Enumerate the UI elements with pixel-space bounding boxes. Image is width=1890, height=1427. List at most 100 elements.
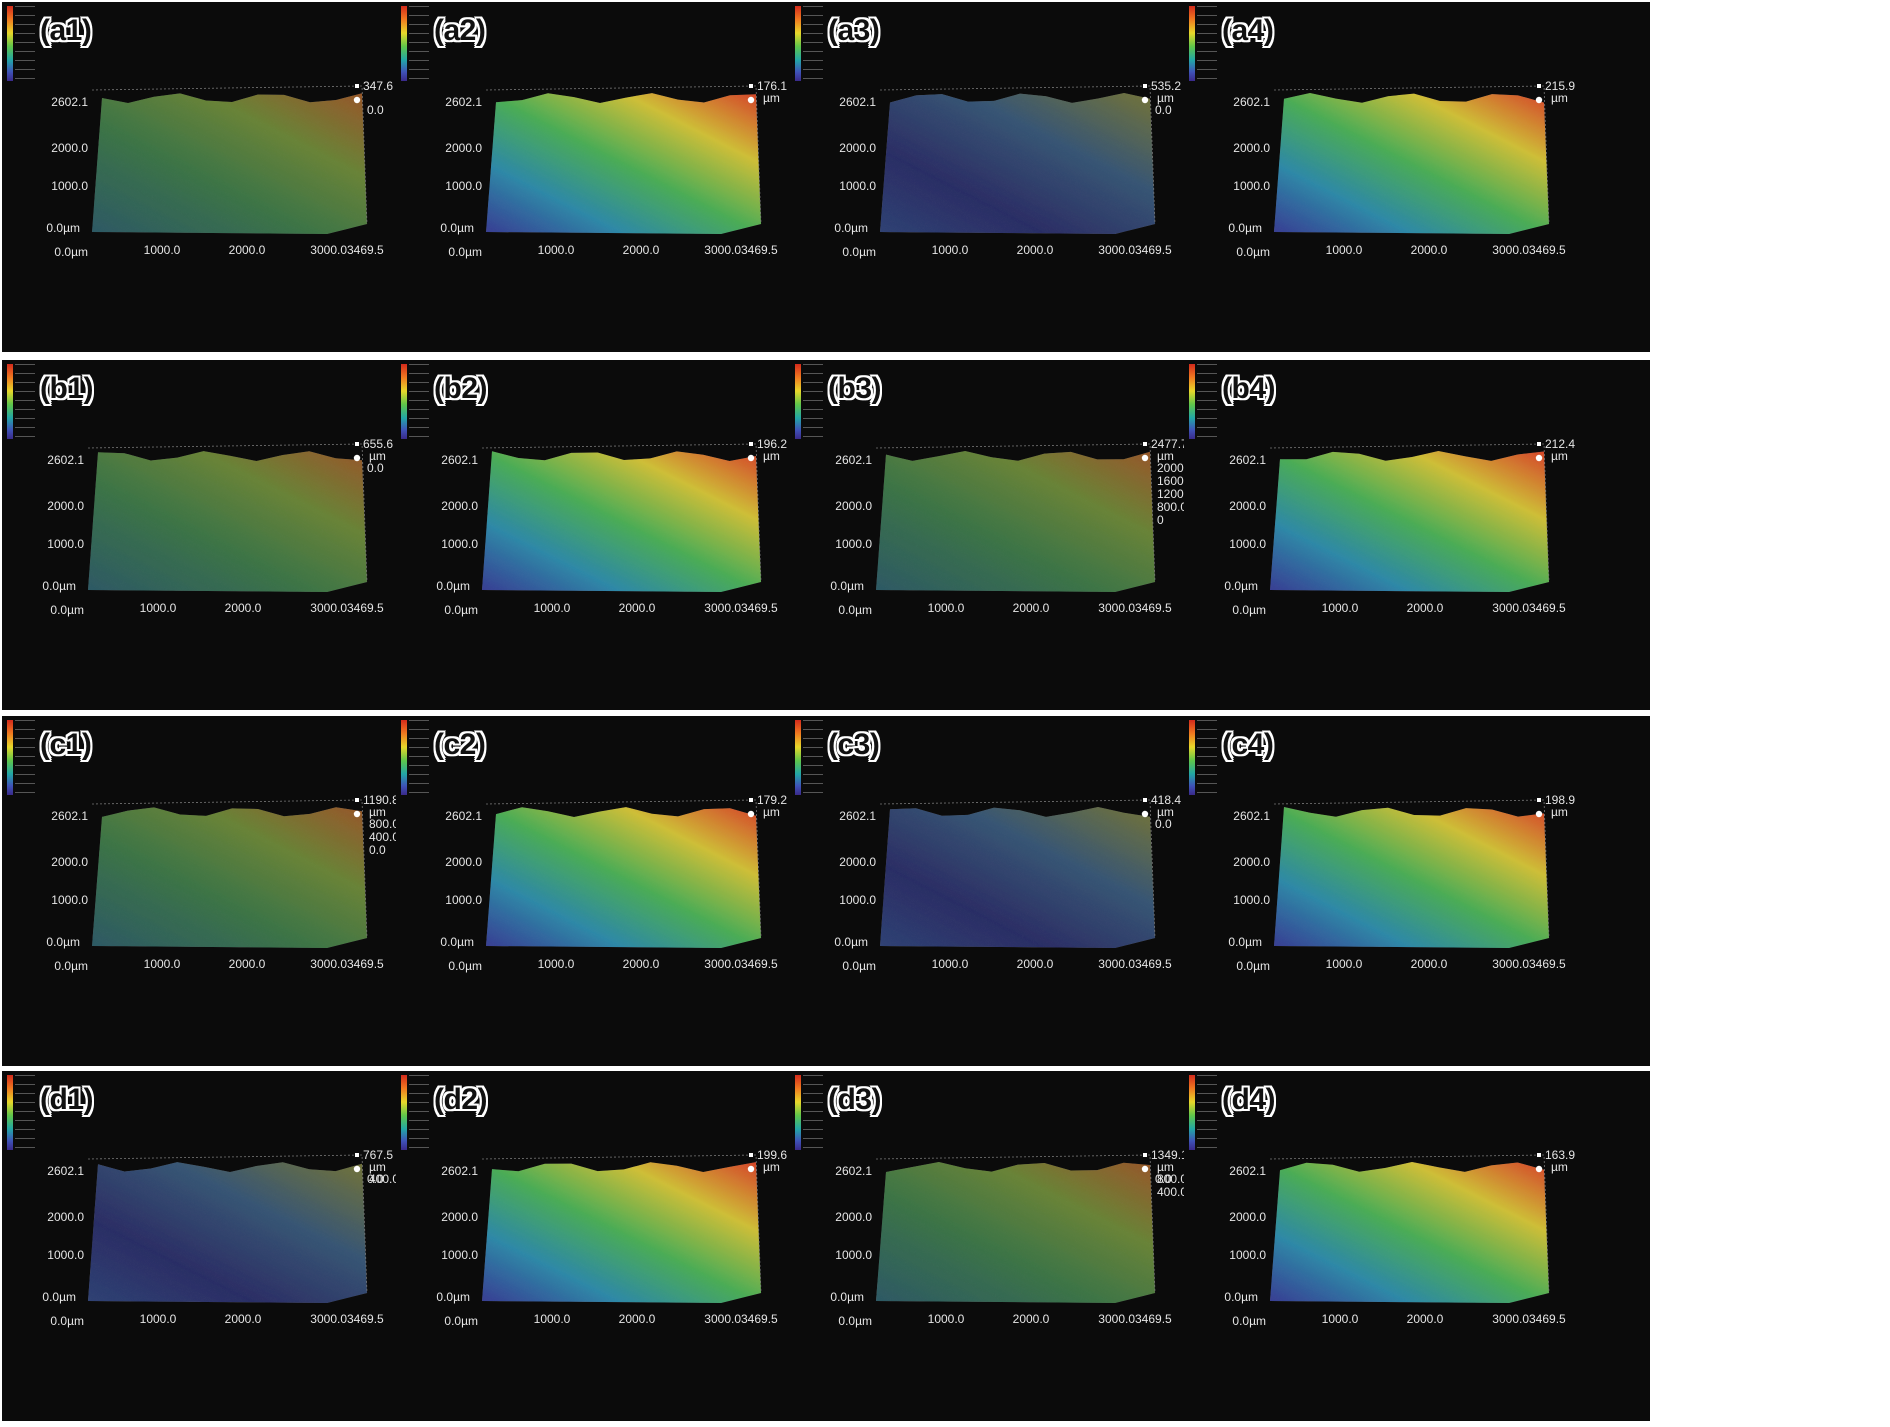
zmin-marker: [1141, 96, 1149, 104]
y-tick-label: 2000.0: [835, 1210, 872, 1224]
z-unit-label: µm: [763, 805, 780, 819]
zmin-marker: [353, 1165, 361, 1173]
y-tick-label: 1000.0: [1229, 1248, 1266, 1262]
surface-plot-a1: 347.6 0.0 2602.1 2000.0 1000.0 0.0µm 0.0µm 1000…: [46, 79, 393, 259]
x-tick-label: 2000.0: [1013, 601, 1050, 615]
z-tick-label: 400.0: [369, 830, 399, 844]
panel-b2: 196.2 µm 2602.1 2000.0 1000.0 0.0µm 0.0µm 1000.…: [396, 360, 862, 710]
height-map-surface: [1270, 451, 1549, 592]
x-origin-label: 0.0µm: [842, 245, 876, 259]
x-tick-label: 1000.0: [538, 243, 575, 257]
z-max-label: 199.6: [757, 1148, 787, 1162]
height-map-surface: [92, 807, 367, 948]
x-tick-label: 2000.0: [225, 601, 262, 615]
zmin-marker: [747, 454, 755, 462]
zmin-marker: [1535, 454, 1543, 462]
x-tick-label: 2000.0: [1407, 1312, 1444, 1326]
panel-a4: 215.9 µm 2602.1 2000.0 1000.0 0.0µm 0.0µm 1000.…: [1184, 2, 1650, 352]
x-tick-label: 1000.0: [1326, 957, 1363, 971]
x-tick-label: 2000.0: [1407, 601, 1444, 615]
colorbar-legend: [795, 364, 801, 439]
z-unit-label: µm: [1551, 449, 1568, 463]
y-origin-label: 0.0µm: [42, 1290, 76, 1304]
zmax-marker: [749, 1153, 753, 1157]
panel-label: (d3): [828, 1083, 882, 1116]
x-tick-label: 1000.0: [928, 601, 965, 615]
colorbar-ticks: [409, 720, 429, 795]
y-origin-label: 0.0µm: [834, 221, 868, 235]
panel-label: (c2): [434, 728, 486, 761]
x-tick-label: 1000.0: [932, 243, 969, 257]
height-map-surface: [876, 451, 1155, 592]
x-tick-label: 3000.03469.5: [1098, 243, 1172, 257]
y-origin-label: 0.0µm: [46, 221, 80, 235]
height-map-surface: [880, 93, 1155, 234]
z-unit-label: µm: [1157, 91, 1174, 105]
colorbar-ticks: [803, 364, 823, 439]
y-tick-label: 2602.1: [835, 453, 872, 467]
y-tick-label: 2602.1: [47, 453, 84, 467]
y-origin-label: 0.0µm: [46, 935, 80, 949]
height-map-surface: [88, 451, 367, 592]
colorbar-ticks: [1197, 1075, 1217, 1150]
z-max-label: 418.4: [1151, 793, 1181, 807]
x-tick-label: 1000.0: [140, 1312, 177, 1326]
z-max-label: 196.2: [757, 437, 787, 451]
x-origin-label: 0.0µm: [54, 245, 88, 259]
x-tick-label: 1000.0: [1322, 1312, 1359, 1326]
panel-a1: 347.6 0.0 2602.1 2000.0 1000.0 0.0µm 0.0µm 1000…: [2, 2, 468, 352]
panel-label: (c3): [828, 728, 880, 761]
x-tick-label: 3000.03469.5: [1098, 957, 1172, 971]
zmax-marker: [355, 84, 359, 88]
zmin-marker: [1535, 96, 1543, 104]
z-unit-label: µm: [763, 1160, 780, 1174]
y-tick-label: 1000.0: [839, 893, 876, 907]
x-tick-label: 2000.0: [1411, 957, 1448, 971]
y-tick-label: 1000.0: [441, 537, 478, 551]
colorbar-legend: [795, 1075, 801, 1150]
panel-c3: 418.4 µm 0.0 2602.1 2000.0 1000.0 0.0µm 0.0µm 10…: [790, 716, 1256, 1066]
x-tick-label: 3000.03469.5: [310, 957, 384, 971]
y-origin-label: 0.0µm: [1224, 579, 1258, 593]
x-tick-label: 3000.03469.5: [310, 243, 384, 257]
zmin-marker: [747, 1165, 755, 1173]
x-tick-label: 2000.0: [619, 1312, 656, 1326]
x-origin-label: 0.0µm: [838, 603, 872, 617]
x-tick-label: 1000.0: [538, 957, 575, 971]
x-tick-label: 2000.0: [229, 243, 266, 257]
y-tick-label: 1000.0: [835, 537, 872, 551]
z-max-label: 215.9: [1545, 79, 1575, 93]
z-max-label: 767.5: [363, 1148, 393, 1162]
y-origin-label: 0.0µm: [1228, 221, 1262, 235]
colorbar-legend: [7, 364, 13, 439]
x-origin-label: 0.0µm: [448, 245, 482, 259]
height-map-surface: [88, 1162, 367, 1303]
colorbar-ticks: [1197, 6, 1217, 81]
colorbar-ticks: [803, 6, 823, 81]
x-origin-label: 0.0µm: [444, 1314, 478, 1328]
x-origin-label: 0.0µm: [50, 603, 84, 617]
colorbar-legend: [401, 720, 407, 795]
x-origin-label: 0.0µm: [448, 959, 482, 973]
x-tick-label: 3000.03469.5: [704, 957, 778, 971]
z-unit-label: µm: [1157, 1160, 1174, 1174]
colorbar-legend: [1189, 6, 1195, 81]
panel-label: (b4): [1222, 372, 1276, 405]
x-tick-label: 1000.0: [932, 957, 969, 971]
z-min-label: 0.0: [367, 103, 384, 117]
height-map-surface: [880, 807, 1155, 948]
z-tick-label: 800.0: [1157, 1172, 1187, 1186]
zmax-marker: [1143, 1153, 1147, 1157]
z-min-label: 0.0: [367, 461, 384, 475]
y-tick-label: 2000.0: [839, 141, 876, 155]
z-tick-label: 0.0: [369, 843, 386, 857]
y-tick-label: 2000.0: [51, 855, 88, 869]
zmin-marker: [747, 96, 755, 104]
x-tick-label: 3000.03469.5: [1098, 1312, 1172, 1326]
zmin-marker: [1141, 1165, 1149, 1173]
y-tick-label: 2000.0: [1233, 855, 1270, 869]
surface-plot-a2: 176.1µm 2602.1 2000.0 1000.0 0.0µm 0.0µm 1000.…: [440, 79, 787, 259]
